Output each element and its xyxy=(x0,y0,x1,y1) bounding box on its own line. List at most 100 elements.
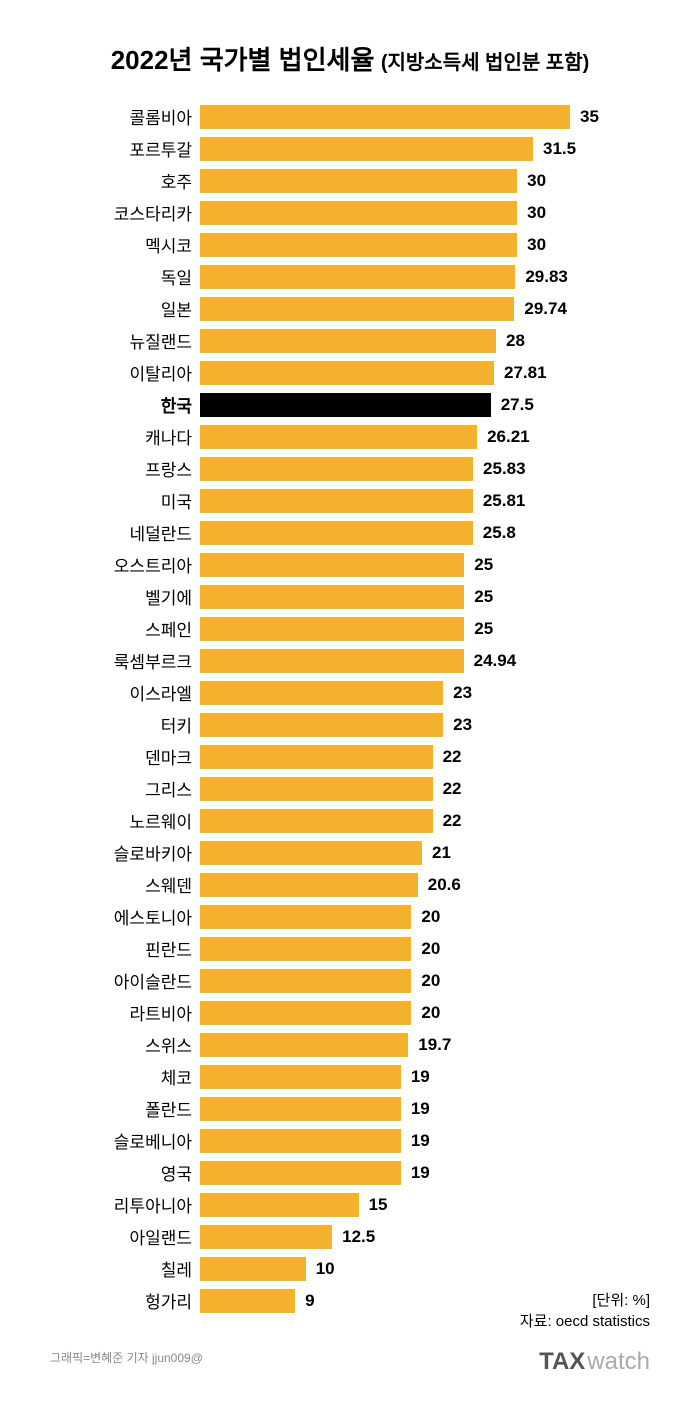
bar-row: 룩셈부르크24.94 xyxy=(50,645,650,676)
bar-value: 28 xyxy=(506,331,525,351)
bar xyxy=(200,489,473,513)
bar-row: 라트비아20 xyxy=(50,997,650,1028)
country-label: 슬로바키아 xyxy=(50,840,200,865)
bar-area: 23 xyxy=(200,681,650,705)
bar-row: 아일랜드12.5 xyxy=(50,1221,650,1252)
bar-area: 20 xyxy=(200,937,650,961)
bar-value: 22 xyxy=(443,779,462,799)
bar xyxy=(200,233,517,257)
bar-row: 스페인25 xyxy=(50,613,650,644)
bar-value: 19 xyxy=(411,1099,430,1119)
bar-row: 리투아니아15 xyxy=(50,1189,650,1220)
country-label: 이탈리아 xyxy=(50,360,200,385)
bar xyxy=(200,1065,401,1089)
bar xyxy=(200,809,433,833)
bar-area: 30 xyxy=(200,201,650,225)
bar-row: 프랑스25.83 xyxy=(50,453,650,484)
bar-value: 20 xyxy=(421,907,440,927)
bar xyxy=(200,969,411,993)
bar-area: 25.81 xyxy=(200,489,650,513)
bar-area: 22 xyxy=(200,777,650,801)
bar xyxy=(200,169,517,193)
bar-value: 15 xyxy=(369,1195,388,1215)
bar-area: 20 xyxy=(200,1001,650,1025)
country-label: 독일 xyxy=(50,264,200,289)
country-label: 에스토니아 xyxy=(50,904,200,929)
bar-value: 30 xyxy=(527,203,546,223)
bar-area: 20.6 xyxy=(200,873,650,897)
brand-logo: TAXwatch xyxy=(539,1348,650,1376)
country-label: 일본 xyxy=(50,296,200,321)
bar-value: 19 xyxy=(411,1163,430,1183)
bar-row: 터키23 xyxy=(50,709,650,740)
bar-value: 22 xyxy=(443,811,462,831)
bar xyxy=(200,713,443,737)
bar-row: 칠레 10 xyxy=(50,1253,650,1284)
bar-area: 26.21 xyxy=(200,425,650,449)
logo-tax: TAX xyxy=(539,1348,585,1375)
bar-area: 25 xyxy=(200,617,650,641)
bar-row: 영국 19 xyxy=(50,1157,650,1188)
bar-value: 19 xyxy=(411,1131,430,1151)
bar xyxy=(200,649,464,673)
chart-subtitle: (지방소득세 법인분 포함) xyxy=(381,52,589,74)
bar-area: 19 xyxy=(200,1129,650,1153)
bar-row: 뉴질랜드28 xyxy=(50,325,650,356)
country-label: 핀란드 xyxy=(50,936,200,961)
bar-area: 19 xyxy=(200,1065,650,1089)
bar-value: 10 xyxy=(316,1259,335,1279)
country-label: 콜롬비아 xyxy=(50,104,200,129)
bar-area: 15 xyxy=(200,1193,650,1217)
bar xyxy=(200,1129,401,1153)
bar-row: 벨기에25 xyxy=(50,581,650,612)
bar-area: 30 xyxy=(200,233,650,257)
bar-row: 오스트리아25 xyxy=(50,549,650,580)
country-label: 한국 xyxy=(50,392,200,417)
bar-row: 이탈리아27.81 xyxy=(50,357,650,388)
bar-value: 30 xyxy=(527,171,546,191)
bar-area: 29.83 xyxy=(200,265,650,289)
country-label: 스웨덴 xyxy=(50,872,200,897)
bar-row: 스웨덴20.6 xyxy=(50,869,650,900)
bar-chart: 콜롬비아35포르투갈31.5호주30코스타리카30멕시코30독일29.83일본2… xyxy=(50,101,650,1316)
country-label: 호주 xyxy=(50,168,200,193)
bar-row: 일본 29.74 xyxy=(50,293,650,324)
bar xyxy=(200,425,477,449)
bar-value: 25 xyxy=(474,587,493,607)
bar xyxy=(200,393,491,417)
country-label: 터키 xyxy=(50,712,200,737)
bar-area: 25.83 xyxy=(200,457,650,481)
bar xyxy=(200,745,433,769)
country-label: 칠레 xyxy=(50,1256,200,1281)
bar xyxy=(200,553,464,577)
bar-value: 24.94 xyxy=(474,651,517,671)
bar-value: 25.83 xyxy=(483,459,526,479)
bar-value: 23 xyxy=(453,683,472,703)
bar-area: 10 xyxy=(200,1257,650,1281)
bar-row: 슬로베니아19 xyxy=(50,1125,650,1156)
bar-area: 31.5 xyxy=(200,137,650,161)
chart-title-wrap: 2022년 국가별 법인세율 (지방소득세 법인분 포함) xyxy=(50,40,650,77)
country-label: 아일랜드 xyxy=(50,1224,200,1249)
bar-row: 노르웨이22 xyxy=(50,805,650,836)
bar-value: 26.21 xyxy=(487,427,530,447)
country-label: 덴마크 xyxy=(50,744,200,769)
country-label: 미국 xyxy=(50,488,200,513)
country-label: 이스라엘 xyxy=(50,680,200,705)
bar-value: 25.81 xyxy=(483,491,526,511)
bar xyxy=(200,681,443,705)
bar xyxy=(200,905,411,929)
bar xyxy=(200,1289,295,1313)
bar-area: 28 xyxy=(200,329,650,353)
bar xyxy=(200,1257,306,1281)
bar-value: 29.74 xyxy=(524,299,567,319)
bar-value: 22 xyxy=(443,747,462,767)
bar xyxy=(200,457,473,481)
bar xyxy=(200,105,570,129)
bar-value: 20 xyxy=(421,1003,440,1023)
credit-label: 그래픽=변혜준 기자 jjun009@ xyxy=(50,1349,203,1366)
bar-area: 25.8 xyxy=(200,521,650,545)
country-label: 영국 xyxy=(50,1160,200,1185)
bar-row: 코스타리카30 xyxy=(50,197,650,228)
chart-footer-right: [단위: %] 자료: oecd statistics xyxy=(520,1289,650,1331)
